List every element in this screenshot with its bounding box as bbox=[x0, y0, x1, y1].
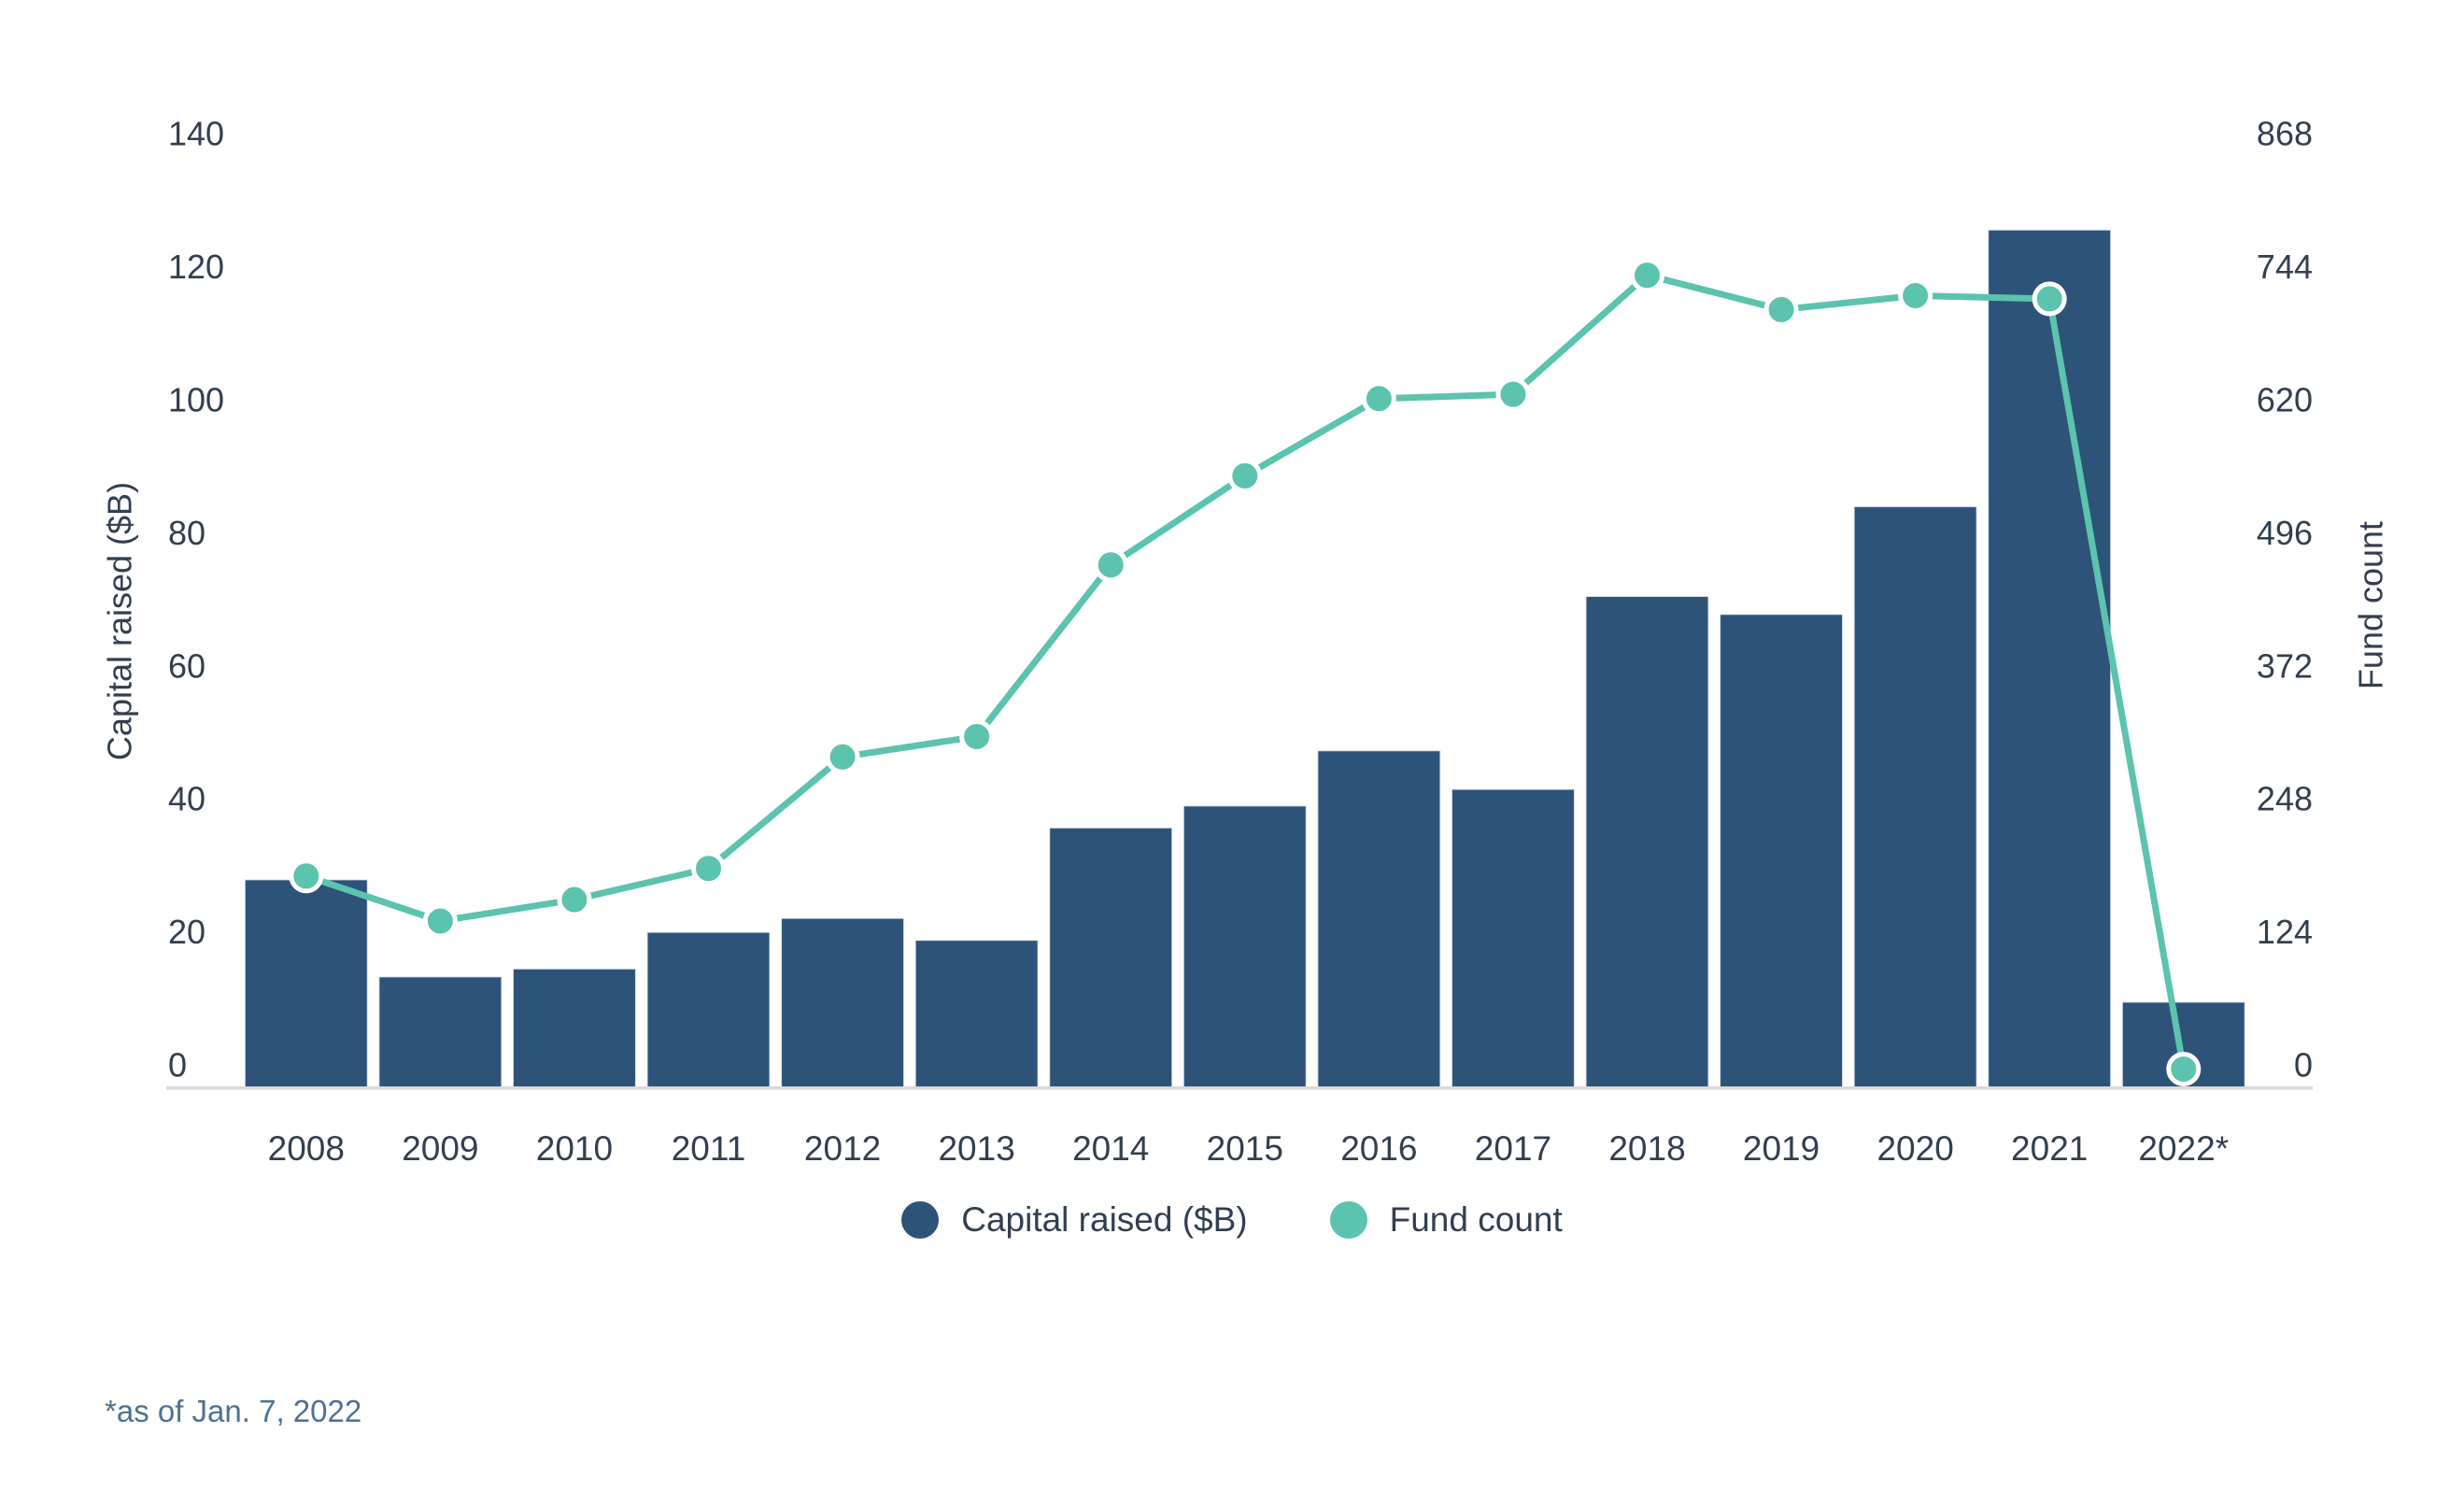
point-2009 bbox=[422, 903, 458, 939]
bar-2008 bbox=[244, 879, 368, 1088]
y-axis-left-tick-0: 0 bbox=[168, 1046, 187, 1085]
bar-2013 bbox=[914, 940, 1039, 1088]
point-2018 bbox=[1630, 258, 1664, 293]
footnote: *as of Jan. 7, 2022 bbox=[105, 1394, 362, 1428]
x-axis-tick-2010: 2010 bbox=[536, 1129, 613, 1168]
bar-2016 bbox=[1317, 750, 1441, 1088]
legend-swatch-fund-count-icon bbox=[1329, 1201, 1367, 1239]
x-axis-tick-2022*: 2022* bbox=[2138, 1129, 2229, 1168]
x-axis-tick-2012: 2012 bbox=[804, 1129, 881, 1168]
legend-label-fund-count: Fund count bbox=[1389, 1200, 1563, 1239]
point-2015 bbox=[1227, 458, 1263, 493]
legend: Capital raised ($B) Fund count bbox=[0, 1200, 2464, 1240]
x-axis-tick-2019: 2019 bbox=[1743, 1129, 1820, 1168]
x-axis-tick-2021: 2021 bbox=[2011, 1129, 2088, 1168]
x-axis-tick-2008: 2008 bbox=[268, 1129, 345, 1168]
bar-2019 bbox=[1720, 614, 1844, 1088]
bar-2015 bbox=[1182, 805, 1307, 1088]
bar-2014 bbox=[1049, 827, 1173, 1088]
point-2016 bbox=[1361, 381, 1396, 417]
bar-2011 bbox=[646, 931, 771, 1088]
point-2008 bbox=[289, 858, 324, 894]
y-axis-right-tick-248: 248 bbox=[2257, 780, 2313, 818]
y-axis-left-tick-120: 120 bbox=[168, 248, 224, 286]
bar-2017 bbox=[1451, 788, 1575, 1088]
y-axis-right-tick-620: 620 bbox=[2257, 381, 2313, 419]
y-axis-left-tick-40: 40 bbox=[168, 780, 205, 818]
point-2010 bbox=[557, 882, 592, 917]
x-axis-tick-2009: 2009 bbox=[402, 1129, 478, 1168]
legend-item-fund-count: Fund count bbox=[1329, 1200, 1563, 1240]
y-axis-right-tick-744: 744 bbox=[2257, 248, 2313, 286]
x-axis-tick-2020: 2020 bbox=[1876, 1129, 1953, 1168]
x-axis-tick-2017: 2017 bbox=[1475, 1129, 1551, 1168]
legend-label-capital-raised: Capital raised ($B) bbox=[961, 1200, 1248, 1239]
y-axis-left-tick-60: 60 bbox=[168, 646, 205, 685]
bar-2012 bbox=[781, 917, 905, 1088]
y-axis-left-tick-140: 140 bbox=[168, 115, 224, 153]
bar-2009 bbox=[378, 976, 503, 1088]
y-axis-right-tick-0: 0 bbox=[2294, 1046, 2313, 1085]
bar-2010 bbox=[512, 968, 636, 1088]
point-2019 bbox=[1763, 291, 1799, 327]
x-axis-tick-2011: 2011 bbox=[672, 1129, 746, 1168]
x-axis-tick-2018: 2018 bbox=[1608, 1129, 1685, 1168]
y-axis-right-tick-372: 372 bbox=[2257, 646, 2313, 685]
x-axis-tick-2014: 2014 bbox=[1072, 1129, 1149, 1168]
bar-2020 bbox=[1853, 505, 1977, 1088]
y-axis-right-tick-496: 496 bbox=[2257, 514, 2313, 552]
y-axis-right-tick-868: 868 bbox=[2257, 115, 2313, 153]
point-2011 bbox=[691, 851, 727, 886]
x-axis-tick-2015: 2015 bbox=[1207, 1129, 1283, 1168]
legend-item-capital-raised: Capital raised ($B) bbox=[901, 1200, 1248, 1240]
x-axis-tick-2013: 2013 bbox=[938, 1129, 1014, 1168]
legend-swatch-capital-raised-icon bbox=[901, 1201, 940, 1239]
point-2021 bbox=[2032, 281, 2067, 317]
y-axis-left-tick-20: 20 bbox=[168, 913, 205, 951]
y-axis-left-tick-100: 100 bbox=[168, 381, 224, 419]
x-axis-tick-2016: 2016 bbox=[1340, 1129, 1417, 1168]
bar-2021 bbox=[1988, 229, 2112, 1088]
point-2012 bbox=[825, 739, 860, 774]
point-2017 bbox=[1495, 376, 1531, 412]
y-axis-left-title: Capital raised ($B) bbox=[101, 482, 139, 760]
point-2020 bbox=[1898, 277, 1933, 313]
bar-2018 bbox=[1585, 596, 1709, 1088]
y-axis-left-tick-80: 80 bbox=[168, 514, 205, 552]
y-axis-right-title: Fund count bbox=[2352, 521, 2390, 689]
x-axis-line bbox=[166, 1086, 2313, 1090]
point-2013 bbox=[959, 718, 995, 754]
point-2014 bbox=[1093, 547, 1128, 583]
point-2022* bbox=[2166, 1051, 2202, 1086]
y-axis-right-tick-124: 124 bbox=[2257, 913, 2313, 951]
